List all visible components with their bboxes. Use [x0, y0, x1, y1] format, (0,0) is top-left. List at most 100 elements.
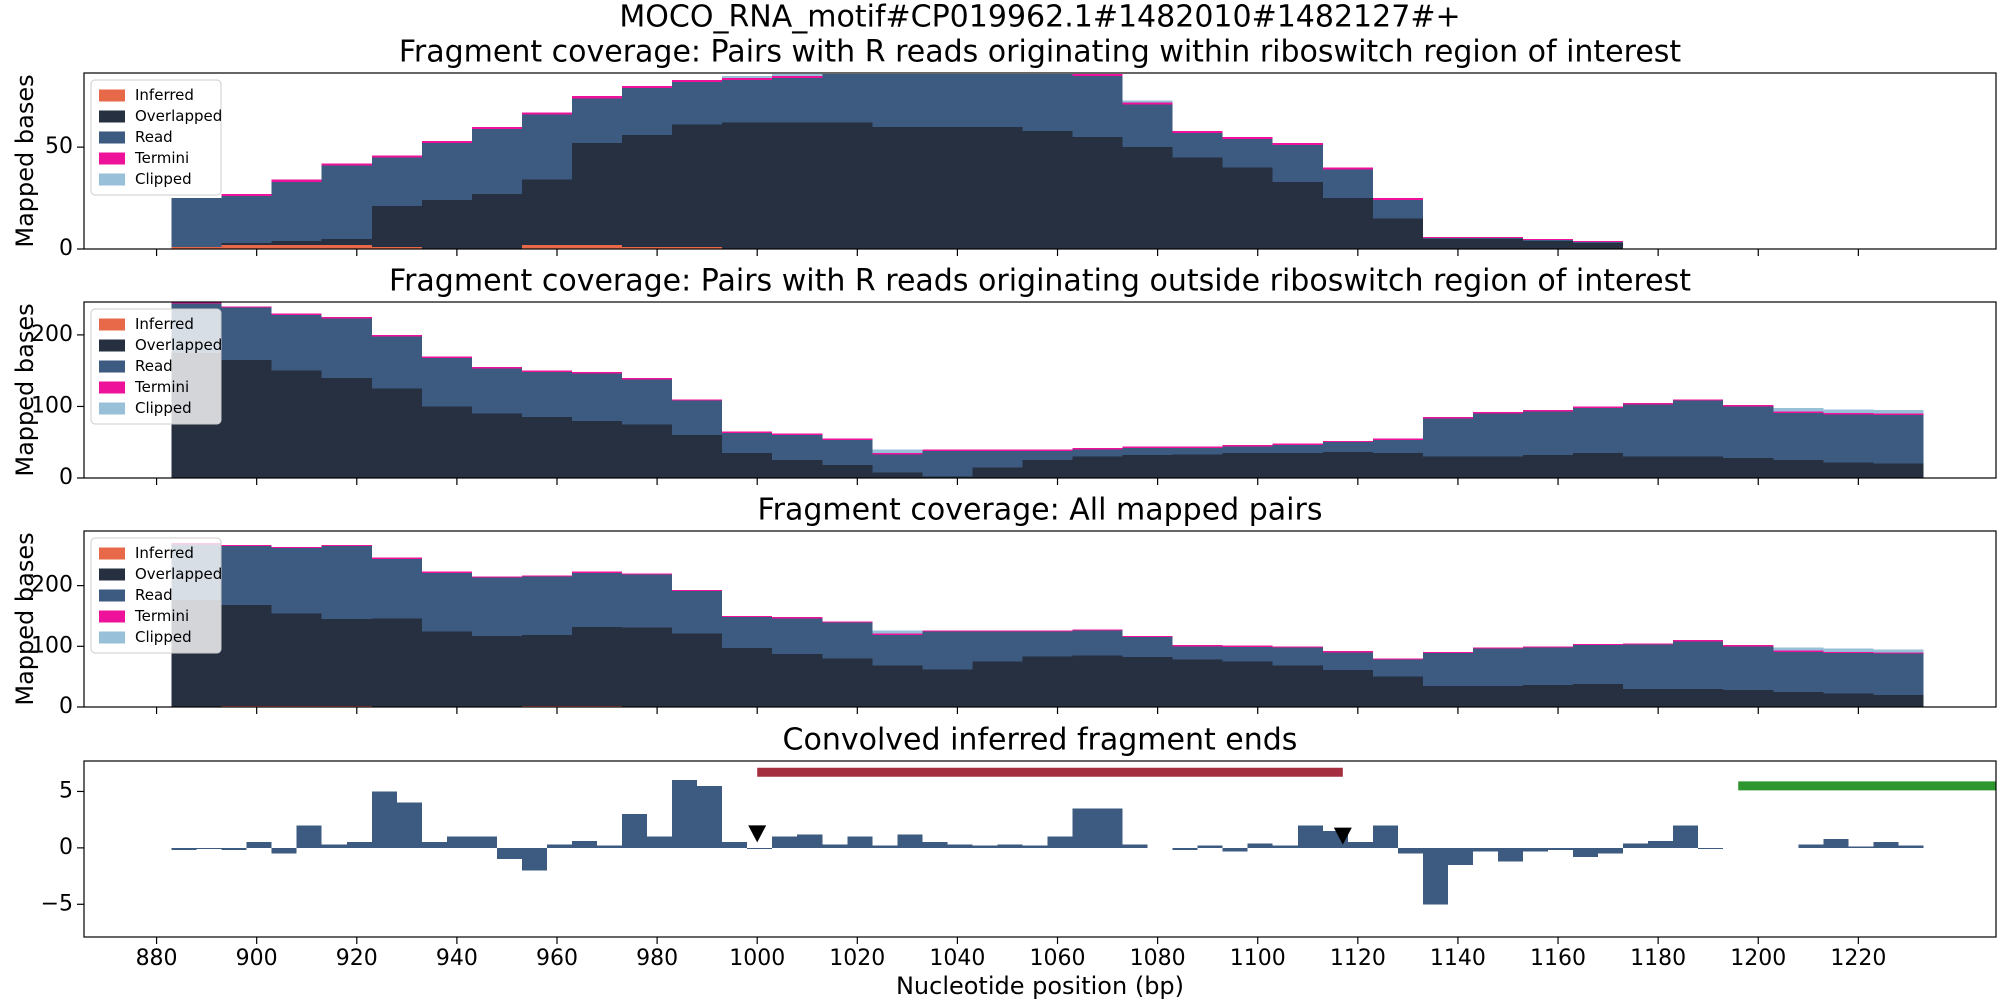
coverage-segment	[1673, 399, 1724, 401]
legend-label: Overlapped	[135, 107, 222, 125]
coverage-segment	[1723, 690, 1774, 707]
y-tick-label: 100	[31, 633, 73, 658]
coverage-segment	[221, 242, 272, 245]
coverage-segment	[1823, 693, 1874, 707]
coverage-segment	[1122, 455, 1173, 478]
coverage-segment	[1272, 181, 1323, 249]
x-tick-label: 1140	[1430, 946, 1486, 971]
legend-swatch	[99, 173, 125, 186]
bar	[546, 844, 573, 848]
coverage-segment	[922, 631, 973, 670]
coverage-segment	[1272, 452, 1323, 478]
coverage-segment	[772, 122, 823, 249]
bar	[1598, 847, 1624, 854]
coverage-segment	[321, 318, 372, 378]
coverage-segment	[521, 576, 573, 635]
coverage-segment	[1172, 130, 1223, 133]
coverage-segment	[1122, 657, 1173, 707]
coverage-segment	[1823, 651, 1874, 653]
coverage-segment	[521, 179, 573, 245]
coverage-segment	[321, 165, 372, 239]
coverage-segment	[1422, 236, 1473, 238]
coverage-segment	[271, 546, 322, 548]
coverage-segment	[221, 605, 272, 706]
coverage-segment	[321, 705, 372, 707]
coverage-segment	[421, 571, 472, 573]
bar	[672, 780, 698, 848]
coverage-segment	[171, 198, 222, 247]
coverage-segment	[1472, 237, 1524, 239]
coverage-segment	[1122, 104, 1173, 148]
panel-title: Convolved inferred fragment ends	[783, 723, 1298, 758]
bar	[922, 842, 948, 848]
coverage-segment	[1673, 641, 1724, 689]
coverage-segment	[872, 452, 923, 455]
coverage-segment	[772, 77, 823, 123]
coverage-segment	[271, 314, 322, 371]
x-tick-label: 1080	[1130, 946, 1186, 971]
coverage-segment	[1472, 236, 1524, 238]
coverage-segment	[922, 126, 973, 249]
coverage-segment	[1272, 647, 1323, 666]
coverage-segment	[1022, 631, 1073, 657]
coverage-segment	[1723, 645, 1774, 647]
coverage-segment	[1022, 630, 1073, 632]
coverage-segment	[1222, 446, 1273, 453]
coverage-segment	[622, 573, 673, 575]
coverage-segment	[772, 617, 823, 619]
coverage-segment	[321, 377, 372, 478]
coverage-segment	[1222, 136, 1273, 139]
coverage-segment	[221, 306, 272, 308]
coverage-segment	[572, 244, 623, 249]
y-tick-label: 200	[31, 573, 73, 598]
coverage-segment	[1873, 415, 1924, 464]
coverage-segment	[872, 472, 923, 478]
coverage-segment	[672, 400, 723, 436]
coverage-segment	[1573, 240, 1624, 242]
coverage-segment	[822, 122, 873, 249]
bar	[872, 845, 898, 848]
coverage-segment	[221, 244, 272, 249]
y-tick-label: 0	[59, 835, 73, 860]
coverage-segment	[521, 244, 573, 249]
coverage-segment	[1823, 412, 1874, 415]
legend-label: Termini	[134, 607, 189, 625]
y-tick-label: −5	[41, 891, 73, 916]
coverage-segment	[1573, 407, 1624, 453]
coverage-segment	[1873, 653, 1924, 695]
coverage-segment	[672, 589, 723, 592]
coverage-segment	[822, 440, 873, 466]
coverage-segment	[1472, 413, 1524, 457]
coverage-segment	[722, 452, 773, 478]
coverage-segment	[1723, 406, 1774, 458]
coverage-segment	[271, 705, 322, 707]
coverage-segment	[722, 431, 773, 433]
coverage-segment	[1272, 665, 1323, 707]
bar	[1422, 847, 1448, 905]
coverage-segment	[822, 621, 873, 623]
bar	[1022, 845, 1048, 848]
coverage-segment	[672, 81, 723, 125]
y-tick-label: 50	[45, 134, 73, 159]
bar	[196, 847, 222, 849]
x-tick-label: 1180	[1630, 946, 1686, 971]
coverage-segment	[1873, 410, 1924, 414]
coverage-segment	[672, 633, 723, 707]
legend-swatch	[99, 110, 125, 123]
coverage-segment	[622, 574, 673, 628]
coverage-segment	[1523, 455, 1574, 478]
y-axis-label: Mapped bases	[11, 532, 39, 705]
coverage-segment	[1172, 454, 1223, 478]
coverage-segment	[171, 302, 222, 304]
bar	[1472, 847, 1498, 852]
coverage-segment	[572, 572, 623, 627]
coverage-segment	[471, 367, 522, 369]
coverage-segment	[1172, 446, 1223, 448]
coverage-segment	[421, 141, 472, 144]
coverage-segment	[1222, 139, 1273, 168]
x-tick-label: 1120	[1330, 946, 1386, 971]
coverage-segment	[421, 357, 472, 407]
coverage-segment	[1422, 238, 1473, 249]
coverage-segment	[1222, 445, 1273, 447]
coverage-segment	[1422, 418, 1473, 457]
